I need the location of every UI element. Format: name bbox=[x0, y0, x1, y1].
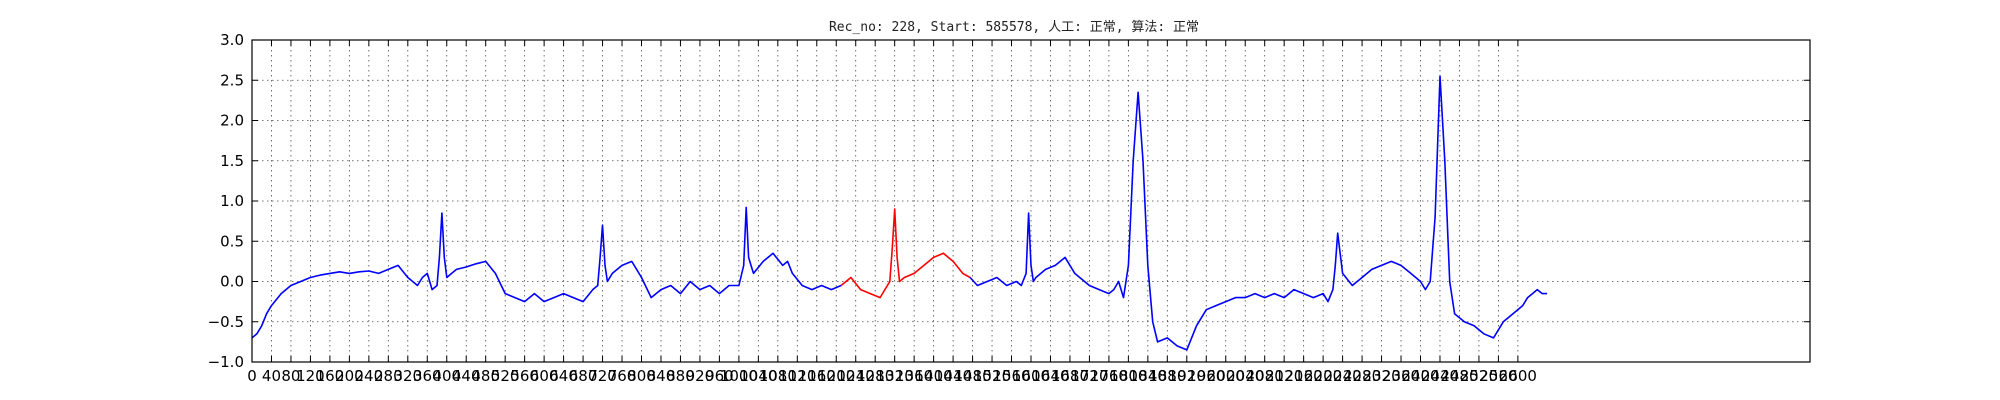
x-tick-label: 1480 bbox=[953, 367, 991, 385]
x-tick-label: 1280 bbox=[856, 367, 894, 385]
x-tick-label: 560 bbox=[510, 367, 539, 385]
x-tick-label: 2120 bbox=[1265, 367, 1303, 385]
x-tick-label: 1640 bbox=[1031, 367, 1069, 385]
chart-title: Rec_no: 228, Start: 585578, 人工: 正常, 算法: … bbox=[829, 20, 1199, 35]
x-tick-label: 1600 bbox=[1012, 367, 1050, 385]
x-tick-label: 1960 bbox=[1187, 367, 1225, 385]
x-tick-label: 1160 bbox=[798, 367, 836, 385]
y-tick-label: 1.0 bbox=[220, 192, 244, 210]
x-tick-label: 760 bbox=[608, 367, 637, 385]
x-tick-label: 1440 bbox=[934, 367, 972, 385]
x-tick-label: 400 bbox=[432, 367, 461, 385]
x-tick-label: 1080 bbox=[759, 367, 797, 385]
grid-lines bbox=[251, 39, 1810, 363]
series-line-1 bbox=[840, 208, 971, 299]
x-tick-label: 1200 bbox=[817, 367, 855, 385]
x-tick-label: 1400 bbox=[915, 367, 953, 385]
x-tick-label: 80 bbox=[281, 367, 300, 385]
x-tick-label: 480 bbox=[471, 367, 500, 385]
x-tick-label: 280 bbox=[374, 367, 403, 385]
x-tick-label: 1120 bbox=[778, 367, 816, 385]
x-tick-label: 680 bbox=[569, 367, 598, 385]
x-tick-label: 1320 bbox=[876, 367, 914, 385]
x-tick-label: 1720 bbox=[1070, 367, 1108, 385]
x-tick-label: 2240 bbox=[1324, 367, 1362, 385]
y-tick-label: 3.0 bbox=[220, 31, 244, 49]
x-tick-label: 200 bbox=[335, 367, 364, 385]
y-tick-label: −0.5 bbox=[208, 313, 244, 331]
x-tick-label: 2080 bbox=[1246, 367, 1284, 385]
x-tick-label: 880 bbox=[666, 367, 695, 385]
series-layer bbox=[251, 75, 1548, 351]
y-tick-label: −1.0 bbox=[208, 353, 244, 371]
x-tick-label: 2560 bbox=[1479, 367, 1517, 385]
x-tick-label: 800 bbox=[627, 367, 656, 385]
series-line-0 bbox=[251, 206, 842, 339]
x-tick-label: 2160 bbox=[1285, 367, 1323, 385]
x-tick-label: 440 bbox=[452, 367, 481, 385]
y-tick-label: 2.0 bbox=[220, 112, 244, 130]
y-tick-label: 0.5 bbox=[220, 232, 244, 250]
x-tick-label: 520 bbox=[491, 367, 520, 385]
x-tick-label: 2440 bbox=[1421, 367, 1459, 385]
x-tick-label: 2200 bbox=[1304, 367, 1342, 385]
x-tick-label: 1840 bbox=[1129, 367, 1167, 385]
x-tick-label: 960 bbox=[705, 367, 734, 385]
x-tick-label: 360 bbox=[413, 367, 442, 385]
x-tick-label: 1040 bbox=[739, 367, 777, 385]
y-tick-label: 0.0 bbox=[220, 273, 244, 291]
x-tick-label: 2400 bbox=[1401, 367, 1439, 385]
x-tick-label: 600 bbox=[530, 367, 559, 385]
x-axis: 0 40 8012016020024028032036040044048052056… bbox=[247, 40, 1537, 385]
y-tick-label: 1.5 bbox=[220, 152, 244, 170]
x-tick-label: 120 bbox=[296, 367, 325, 385]
x-tick-label: 840 bbox=[647, 367, 676, 385]
x-tick-label: 1240 bbox=[837, 367, 875, 385]
x-tick-label: 1880 bbox=[1148, 367, 1186, 385]
x-tick-label: 1800 bbox=[1109, 367, 1147, 385]
x-tick-label: 920 bbox=[686, 367, 715, 385]
x-tick-label: 240 bbox=[355, 367, 384, 385]
x-tick-label: 1920 bbox=[1168, 367, 1206, 385]
x-tick-label: 1000 bbox=[720, 367, 758, 385]
x-tick-label: 2040 bbox=[1226, 367, 1264, 385]
x-tick-label: 2320 bbox=[1362, 367, 1400, 385]
x-tick-label: 640 bbox=[549, 367, 578, 385]
x-tick-label: 320 bbox=[393, 367, 422, 385]
x-tick-label: 1760 bbox=[1090, 367, 1128, 385]
x-tick-label: 720 bbox=[588, 367, 617, 385]
x-tick-label: 2600 bbox=[1499, 367, 1537, 385]
x-tick-label: 1680 bbox=[1051, 367, 1089, 385]
x-tick-label: 0 bbox=[247, 367, 257, 385]
x-tick-label: 2480 bbox=[1440, 367, 1478, 385]
x-tick-label: 1360 bbox=[895, 367, 933, 385]
y-tick-label: 2.5 bbox=[220, 71, 244, 89]
x-tick-label: 2360 bbox=[1382, 367, 1420, 385]
x-tick-label: 2520 bbox=[1460, 367, 1498, 385]
x-tick-label: 1520 bbox=[973, 367, 1011, 385]
x-tick-label: 2280 bbox=[1343, 367, 1381, 385]
x-tick-label: 160 bbox=[316, 367, 345, 385]
series-line-2 bbox=[969, 75, 1548, 351]
x-tick-label: 40 bbox=[262, 367, 281, 385]
y-axis: −1.0 −0.5 0.0 0.5 1.0 1.5 2.0 2.5 3.0 bbox=[208, 31, 1810, 371]
x-tick-label: 1560 bbox=[992, 367, 1030, 385]
x-tick-label: 2000 bbox=[1207, 367, 1245, 385]
